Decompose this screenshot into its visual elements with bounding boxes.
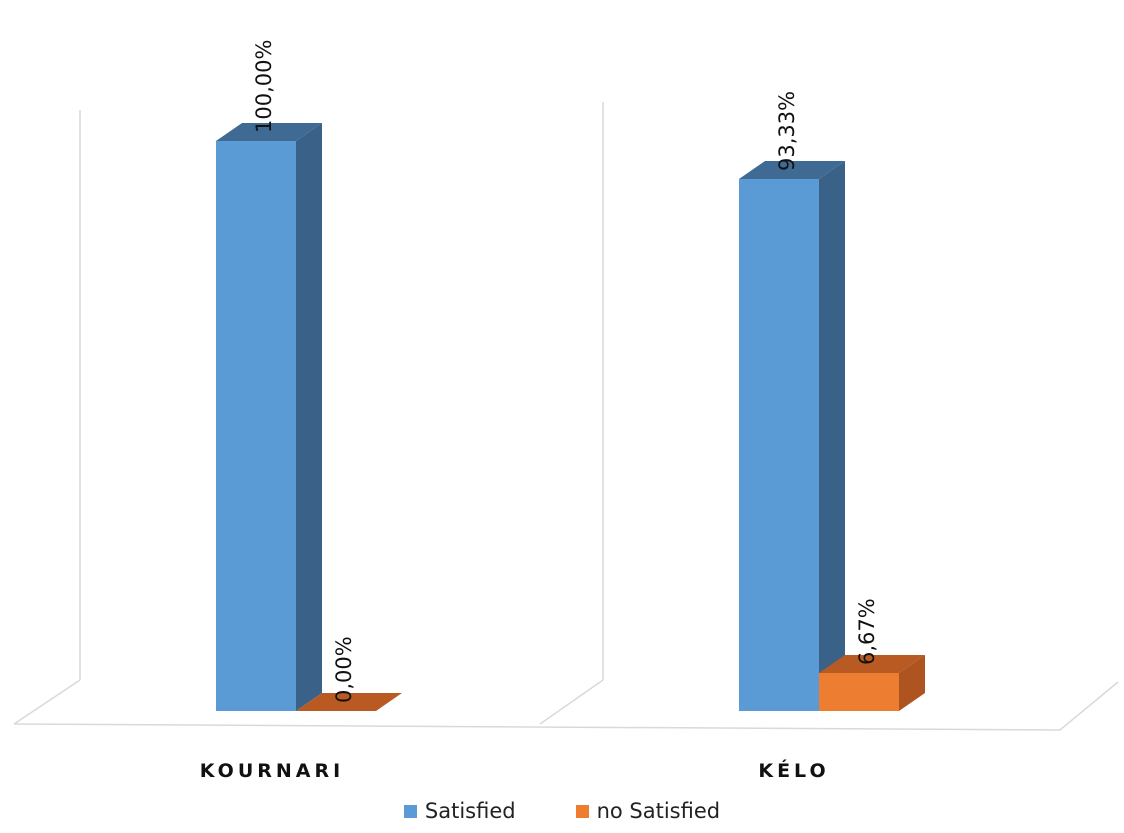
legend-label-satisfied: Satisfied — [424, 799, 516, 823]
bar-side-k-lo-no-satisfied — [899, 654, 925, 711]
bar-top-k-lo-no-satisfied — [819, 654, 925, 673]
chart-legend: Satisfied no Satisfied — [0, 796, 1124, 826]
chart-frame — [13, 102, 1119, 731]
legend-label-no-satisfied: no Satisfied — [596, 799, 721, 823]
floor-edge-left — [13, 679, 81, 725]
x-tick-label: KOURNARI — [200, 760, 344, 782]
data-label-kournari-no-satisfied: 0,00% — [332, 636, 356, 703]
floor-front-edge — [13, 681, 1119, 731]
data-label-k-lo-no-satisfied: 6,67% — [855, 598, 879, 665]
legend-swatch-no-satisfied — [575, 804, 589, 818]
x-tick-label: KÉLO — [758, 759, 829, 782]
legend-item-satisfied: Satisfied — [403, 799, 516, 823]
legend-item-no-satisfied: no Satisfied — [575, 799, 721, 823]
bar-side-kournari-satisfied — [296, 123, 322, 711]
chart-x-tick-labels: KOURNARI KÉLO — [200, 759, 829, 782]
bar-chart: 100,00% 0,00% 93,33% 6,67% KOURNARI KÉLO — [13, 40, 1119, 782]
chart-bars — [216, 123, 925, 712]
bar-kournari-satisfied — [216, 141, 296, 711]
data-label-kournari-satisfied: 100,00% — [252, 40, 276, 133]
bar-k-lo-satisfied — [739, 179, 819, 712]
bar-top-kournari-no-satisfied — [296, 693, 402, 711]
bar-k-lo-no-satisfied — [819, 672, 899, 711]
data-label-k-lo-satisfied: 93,33% — [775, 91, 799, 171]
floor-divider — [539, 679, 604, 725]
bar-side-k-lo-satisfied — [819, 161, 845, 712]
bar-top-k-lo-satisfied — [739, 161, 845, 180]
legend-swatch-satisfied — [403, 804, 417, 818]
chart-data-labels: 100,00% 0,00% 93,33% 6,67% — [252, 40, 879, 703]
bar-top-kournari-satisfied — [216, 123, 322, 141]
